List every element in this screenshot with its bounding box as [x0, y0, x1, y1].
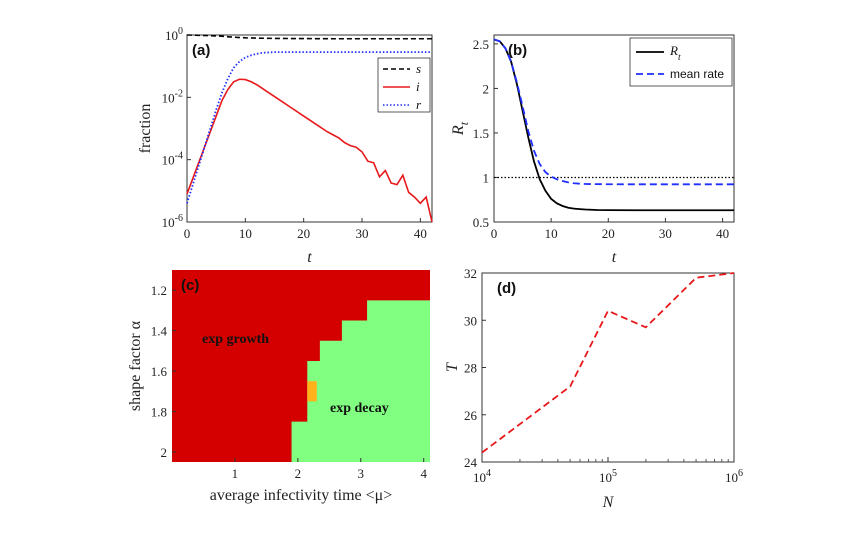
panel-label-b: (b)	[508, 42, 527, 59]
y-tick-label: 24	[464, 455, 478, 470]
panel-label-a: (a)	[192, 42, 210, 59]
legend: sir	[377, 57, 431, 113]
legend-box	[377, 57, 431, 113]
x-tick-label: 104	[473, 468, 491, 485]
y-tick-label: 0.5	[473, 215, 489, 230]
legend-label-s: s	[416, 61, 421, 76]
y-tick-label: 2.5	[473, 37, 489, 52]
x-tick-label: 3	[358, 466, 365, 481]
y-tick-label: 2	[161, 445, 168, 460]
axes-box	[493, 34, 735, 223]
y-tick-label: 1.6	[151, 364, 168, 379]
x-tick-label: 40	[716, 226, 729, 241]
x-tick-label: 20	[602, 226, 615, 241]
panel-c: 1 2 3 4 1.2 1.4 1.6 1.8 2 exp growth exp decay (c) a…	[127, 270, 430, 504]
x-tick-label: 0	[184, 226, 191, 241]
y-tick-label: 26	[464, 408, 478, 423]
x-tick-label: 0	[491, 226, 498, 241]
x-tick-label: 106	[725, 468, 743, 485]
x-tick-label: 1	[232, 466, 239, 481]
y-tick-label: 2	[483, 81, 490, 96]
series-T	[481, 272, 735, 454]
region-exp-decay	[291, 300, 430, 462]
y-tick-label: 10-2	[162, 88, 183, 105]
legend: Rt mean rate	[629, 37, 733, 87]
y-tick-label: 32	[464, 266, 477, 281]
y-axis-label: shape factor α	[127, 320, 144, 411]
y-tick-label: 1.8	[151, 404, 167, 419]
x-tick-label: 10	[545, 226, 558, 241]
boundary-cell	[307, 381, 317, 402]
x-axis-label: t	[612, 249, 617, 266]
x-tick-label: 30	[659, 226, 672, 241]
legend-label-rt: Rt	[669, 43, 681, 63]
region-label-exp-growth: exp growth	[202, 332, 269, 347]
y-tick-label: 100	[165, 26, 183, 43]
panel-a: 0 10 20 30 40 100 10-2 10-4 10-6 sir (a) t fraction	[137, 26, 433, 266]
legend-label-i: i	[416, 79, 420, 94]
y-tick-label: 1.5	[473, 126, 489, 141]
series-s	[186, 34, 432, 40]
y-tick-label: 10-4	[162, 151, 183, 168]
y-tick-label: 1.4	[151, 324, 168, 339]
x-axis-label: t	[307, 249, 312, 266]
series-mean-rate	[493, 38, 734, 186]
x-tick-label: 10	[239, 226, 252, 241]
y-axis-label: fraction	[137, 104, 154, 154]
series-i	[186, 78, 433, 223]
y-tick-label: 1.2	[151, 283, 167, 298]
legend-box	[629, 37, 733, 87]
y-tick-label: 28	[464, 361, 477, 376]
axes-box	[481, 272, 735, 463]
axes-box	[186, 34, 433, 223]
x-tick-label: 30	[356, 226, 369, 241]
y-axis-label: T	[444, 362, 461, 372]
x-tick-label: 4	[420, 466, 427, 481]
x-tick-label: 20	[297, 226, 310, 241]
y-tick-label: 1	[483, 170, 490, 185]
series-r	[186, 51, 432, 204]
panel-b: 0 10 20 30 40 0.5 1 1.5 2 2.5 Rt mean rate (b) t Rt	[450, 34, 735, 266]
panel-label-d: (d)	[497, 280, 516, 297]
y-tick-label: 10-6	[162, 213, 183, 230]
x-tick-label: 40	[414, 226, 427, 241]
x-tick-label: 2	[295, 466, 302, 481]
panel-d: 104 105 106 24 26 28 30 32 (d) N T	[444, 266, 743, 511]
x-axis-label: average infectivity time <μ>	[210, 487, 393, 504]
y-axis-label: Rt	[450, 121, 471, 136]
y-tick-label: 30	[464, 313, 477, 328]
legend-label-mean-rate: mean rate	[670, 67, 724, 81]
region-label-exp-decay: exp decay	[330, 401, 389, 416]
panel-label-c: (c)	[181, 277, 199, 294]
legend-label-r: r	[416, 97, 422, 112]
x-tick-label: 105	[599, 468, 617, 485]
x-axis-label: N	[602, 494, 615, 511]
